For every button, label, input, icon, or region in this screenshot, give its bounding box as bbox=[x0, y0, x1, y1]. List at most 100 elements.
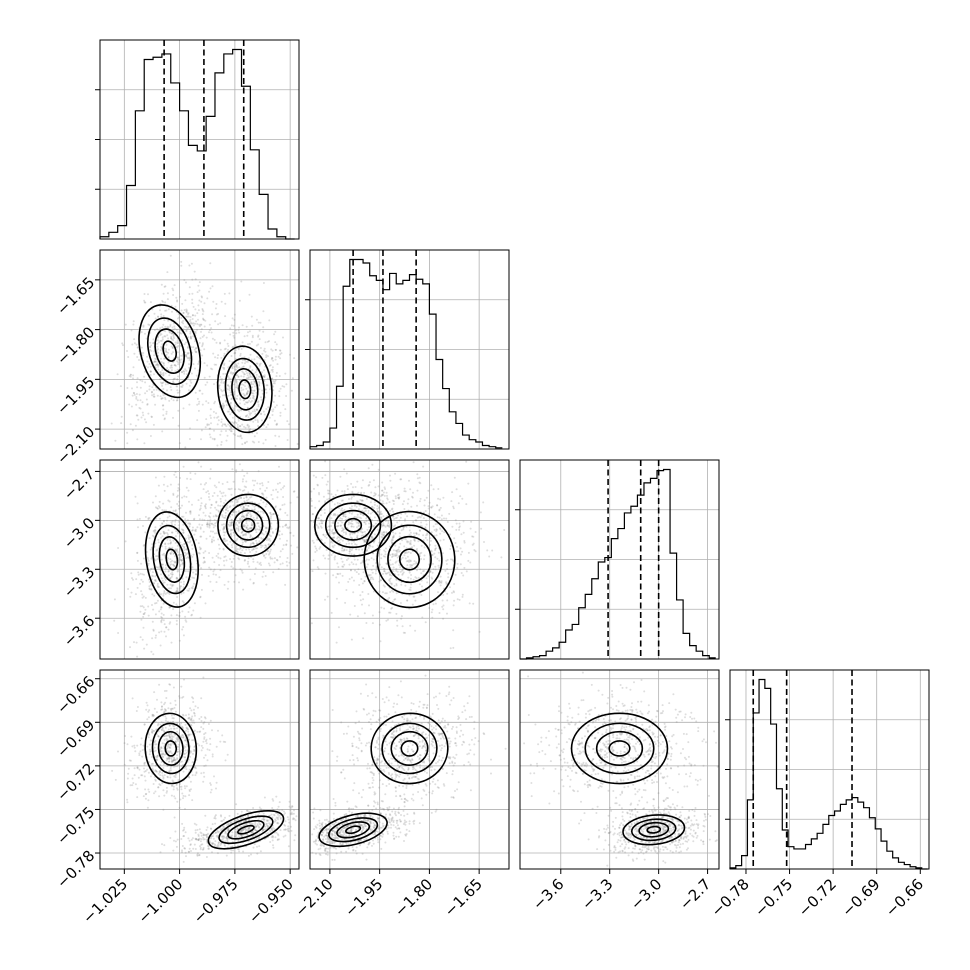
scatter-point bbox=[180, 260, 183, 263]
scatter-point bbox=[222, 406, 225, 409]
scatter-point bbox=[399, 566, 402, 569]
scatter-point bbox=[162, 594, 165, 597]
scatter-point bbox=[219, 375, 222, 378]
scatter-point bbox=[191, 314, 194, 317]
scatter-point bbox=[175, 576, 178, 579]
scatter-point bbox=[442, 604, 445, 607]
scatter-point bbox=[219, 740, 222, 743]
scatter-point bbox=[219, 433, 222, 436]
scatter-point bbox=[180, 528, 183, 531]
scatter-point bbox=[234, 351, 237, 354]
scatter-point bbox=[164, 309, 167, 312]
scatter-point bbox=[160, 606, 163, 609]
scatter-point bbox=[437, 591, 439, 594]
scatter-point bbox=[246, 472, 249, 475]
scatter-point bbox=[160, 750, 163, 753]
scatter-point bbox=[145, 701, 148, 704]
scatter-point bbox=[208, 375, 211, 378]
scatter-point bbox=[177, 483, 180, 486]
scatter-point bbox=[273, 380, 276, 383]
scatter-point bbox=[156, 328, 159, 331]
scatter-point bbox=[421, 570, 424, 573]
scatter-point bbox=[367, 509, 370, 512]
scatter-point bbox=[156, 363, 158, 366]
scatter-point bbox=[165, 717, 168, 720]
scatter-point bbox=[196, 397, 199, 400]
scatter-point bbox=[140, 737, 143, 740]
scatter-point bbox=[152, 393, 155, 396]
scatter-point bbox=[437, 488, 440, 490]
scatter-point bbox=[219, 322, 222, 325]
scatter-point bbox=[182, 312, 185, 314]
scatter-point bbox=[282, 404, 285, 407]
scatter-point bbox=[160, 333, 163, 336]
scatter-point bbox=[173, 564, 176, 567]
scatter-point bbox=[206, 423, 209, 426]
scatter-point bbox=[144, 596, 147, 599]
scatter-point bbox=[382, 572, 384, 575]
scatter-point bbox=[240, 569, 243, 572]
scatter-point bbox=[139, 610, 142, 613]
scatter-point bbox=[330, 525, 333, 527]
scatter-point bbox=[148, 385, 151, 388]
scatter-point bbox=[162, 374, 165, 377]
contour-level bbox=[147, 317, 193, 385]
scatter-point bbox=[175, 577, 178, 580]
scatter-point bbox=[395, 612, 398, 615]
scatter-point bbox=[183, 785, 186, 788]
scatter-point bbox=[230, 544, 233, 547]
scatter-point bbox=[182, 529, 185, 532]
scatter-point bbox=[240, 383, 243, 386]
scatter-point bbox=[237, 520, 239, 522]
scatter-point bbox=[184, 787, 187, 790]
scatter-point bbox=[232, 567, 235, 570]
scatter-point bbox=[166, 519, 168, 522]
scatter-point bbox=[167, 337, 170, 340]
scatter-point bbox=[166, 298, 169, 301]
scatter-point bbox=[351, 505, 353, 508]
scatter-point bbox=[381, 481, 384, 484]
scatter-point bbox=[171, 717, 174, 720]
scatter-point bbox=[315, 524, 318, 527]
scatter-point bbox=[353, 579, 355, 582]
scatter-point bbox=[131, 429, 134, 432]
scatter-point bbox=[147, 558, 149, 561]
scatter-point bbox=[144, 779, 147, 782]
scatter-point bbox=[423, 499, 426, 502]
scatter-point bbox=[223, 367, 226, 369]
scatter-point bbox=[161, 299, 164, 302]
scatter-point bbox=[182, 370, 185, 372]
scatter-point bbox=[250, 526, 253, 529]
scatter-point bbox=[436, 504, 439, 507]
scatter-point bbox=[189, 510, 192, 513]
scatter-point bbox=[217, 556, 220, 559]
scatter-point bbox=[117, 750, 119, 753]
scatter-point bbox=[172, 378, 175, 381]
scatter-point bbox=[458, 598, 461, 601]
scatter-point bbox=[263, 374, 266, 377]
scatter-point bbox=[181, 600, 184, 603]
scatter-point bbox=[250, 381, 253, 384]
scatter-point bbox=[164, 570, 167, 573]
scatter-point bbox=[165, 343, 168, 346]
scatter-point bbox=[253, 385, 256, 388]
scatter-point bbox=[166, 532, 168, 534]
scatter-point bbox=[244, 381, 247, 384]
scatter-point bbox=[269, 550, 272, 553]
scatter-point bbox=[129, 423, 132, 426]
scatter-point bbox=[167, 348, 170, 351]
scatter-point bbox=[262, 442, 265, 445]
scatter-point bbox=[178, 488, 181, 491]
scatter-point bbox=[239, 397, 241, 400]
scatter-point bbox=[273, 382, 276, 385]
scatter-point bbox=[452, 629, 455, 632]
scatter-point bbox=[188, 606, 191, 609]
scatter-point bbox=[349, 522, 352, 525]
scatter-point bbox=[233, 510, 236, 513]
scatter-point bbox=[191, 715, 194, 718]
scatter-point bbox=[198, 514, 200, 517]
scatter-point bbox=[227, 375, 230, 378]
scatter-point bbox=[350, 525, 353, 528]
scatter-point bbox=[207, 496, 210, 498]
scatter-point bbox=[229, 413, 232, 416]
